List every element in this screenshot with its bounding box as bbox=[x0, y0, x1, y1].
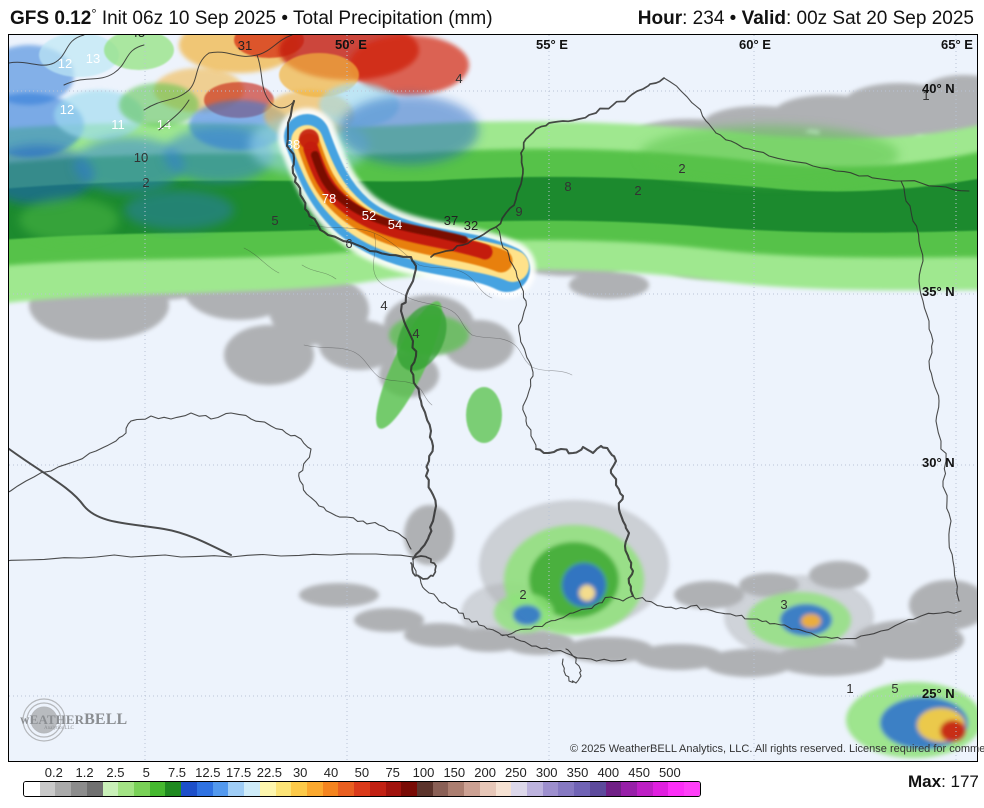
svg-text:4: 4 bbox=[455, 71, 462, 86]
svg-text:2: 2 bbox=[142, 175, 149, 190]
svg-text:45: 45 bbox=[131, 35, 145, 40]
svg-text:10: 10 bbox=[134, 150, 148, 165]
svg-text:37: 37 bbox=[444, 213, 458, 228]
svg-text:2: 2 bbox=[519, 587, 526, 602]
svg-text:54: 54 bbox=[388, 217, 402, 232]
svg-text:11: 11 bbox=[111, 117, 125, 132]
svg-text:5: 5 bbox=[271, 213, 278, 228]
svg-text:3: 3 bbox=[780, 597, 787, 612]
svg-text:78: 78 bbox=[322, 191, 336, 206]
svg-text:1: 1 bbox=[846, 681, 853, 696]
svg-text:13: 13 bbox=[86, 51, 100, 66]
svg-text:2: 2 bbox=[634, 183, 641, 198]
svg-text:5: 5 bbox=[891, 681, 898, 696]
svg-text:31: 31 bbox=[238, 38, 252, 53]
svg-text:4: 4 bbox=[412, 326, 419, 341]
svg-text:4: 4 bbox=[380, 298, 387, 313]
svg-text:9: 9 bbox=[515, 204, 522, 219]
svg-text:12: 12 bbox=[60, 102, 74, 117]
svg-text:32: 32 bbox=[464, 218, 478, 233]
svg-text:52: 52 bbox=[362, 208, 376, 223]
svg-text:2: 2 bbox=[678, 161, 685, 176]
svg-text:8: 8 bbox=[564, 179, 571, 194]
